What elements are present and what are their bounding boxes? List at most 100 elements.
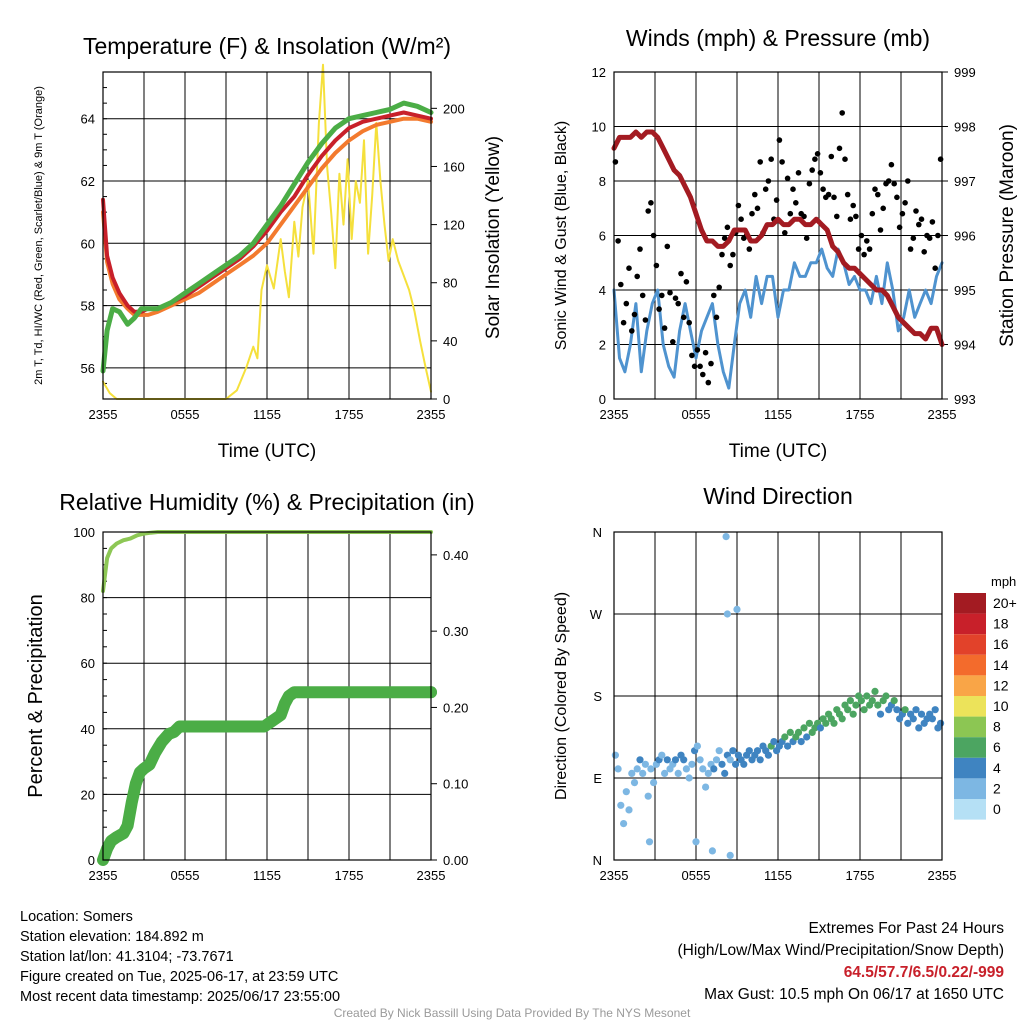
y-axis-label-right: Station Pressure (Maroon) [997, 124, 1018, 347]
gust-point [803, 235, 810, 241]
station-pressure-line [611, 129, 945, 347]
direction-point [874, 701, 882, 709]
gust-point [618, 281, 624, 288]
legend-swatch [954, 696, 986, 717]
direction-point [661, 769, 669, 778]
direction-point [857, 697, 866, 705]
x-tick-label: 1755 [335, 868, 364, 883]
legend-swatch [954, 613, 986, 635]
y2-tick-label: 997 [954, 174, 976, 189]
gust-point [921, 249, 927, 255]
gust-point [831, 194, 837, 201]
legend-label: 0 [993, 801, 1001, 817]
legend-label: 18 [993, 616, 1009, 632]
y-tick-label: 0 [599, 392, 606, 407]
direction-point [740, 760, 748, 768]
y-tick-label: 8 [599, 174, 606, 189]
gust-point [926, 235, 933, 241]
direction-point [696, 756, 704, 764]
temperature-series-line [100, 100, 434, 374]
gust-point [752, 191, 758, 198]
gust-point [907, 246, 914, 252]
direction-point [733, 605, 741, 614]
direction-point [803, 733, 811, 741]
direction-point [658, 751, 666, 759]
gust-point [913, 208, 919, 214]
direction-point [636, 756, 644, 764]
direction-point [846, 697, 855, 705]
gust-point [801, 213, 807, 220]
x-axis-label: Time (UTC) [218, 441, 317, 462]
gust-point [645, 208, 651, 214]
y2-tick-label: 200 [443, 101, 465, 116]
direction-point [704, 769, 712, 778]
gust-point [754, 205, 761, 212]
direction-point [928, 715, 937, 723]
direction-point [721, 769, 729, 778]
direction-point [909, 715, 917, 723]
plot-border [613, 71, 943, 400]
gust-point [659, 292, 665, 299]
gust-point [670, 339, 676, 345]
direction-point [912, 706, 920, 714]
panel-title: Temperature (F) & Insolation (W/m²) [83, 33, 451, 59]
gust-point [675, 300, 681, 307]
gust-point [853, 213, 859, 220]
direction-point [756, 756, 764, 764]
gust-point [864, 238, 870, 244]
y-tick-label: 56 [81, 361, 95, 376]
gust-point [836, 145, 843, 152]
humidity-panel: 2355 0555 1155 1755 23550204060801000.000.10… [25, 489, 475, 883]
gust-point [779, 159, 785, 165]
direction-point [723, 610, 732, 618]
direction-point [692, 838, 700, 846]
direction-point [764, 751, 773, 759]
gust-point [844, 191, 851, 198]
gust-point [716, 284, 722, 291]
gust-point [910, 235, 917, 241]
gust-point [631, 311, 638, 318]
gust-point [678, 270, 684, 277]
gust-point [615, 238, 621, 244]
x-tick-label: 2355 [417, 868, 446, 883]
gust-point [768, 156, 774, 162]
x-tick-label: 2355 [89, 868, 118, 883]
legend-swatch [954, 634, 986, 655]
gust-point [834, 213, 840, 220]
sonic-wind-line [612, 247, 944, 390]
gust-point [839, 110, 845, 116]
y-tick-label: 0 [88, 853, 95, 868]
x-tick-label: 1755 [846, 868, 875, 883]
gust-point [795, 170, 802, 176]
direction-point [682, 765, 691, 773]
y-tick-label: 12 [592, 65, 606, 80]
direction-point [693, 742, 702, 750]
x-tick-label: 1755 [335, 407, 364, 422]
gust-point [814, 151, 821, 157]
y-tick-label: 64 [81, 112, 95, 127]
legend-label: 2 [993, 780, 1001, 796]
gust-point [626, 265, 632, 272]
direction-point [745, 747, 753, 755]
direction-point [625, 806, 633, 814]
y-tick-label: N [593, 853, 602, 868]
direction-point [611, 751, 620, 759]
gust-point [869, 210, 876, 217]
y2-tick-label: 995 [954, 283, 976, 298]
direction-point [786, 728, 794, 737]
legend-unit: mph [991, 574, 1016, 589]
gust-point [825, 191, 832, 198]
y2-tick-label: 0.40 [443, 548, 468, 563]
y2-tick-label: 993 [954, 392, 976, 407]
direction-point [917, 710, 926, 718]
x-tick-label: 2355 [928, 868, 957, 883]
gust-point [793, 200, 799, 206]
direction-point [729, 747, 737, 755]
y-axis-label-left: Percent & Precipitation [25, 594, 47, 797]
legend-swatch [954, 654, 986, 676]
gust-point [629, 328, 635, 334]
y2-tick-label: 0.30 [443, 624, 468, 639]
legend-swatch [954, 778, 986, 799]
gust-point [691, 363, 698, 370]
